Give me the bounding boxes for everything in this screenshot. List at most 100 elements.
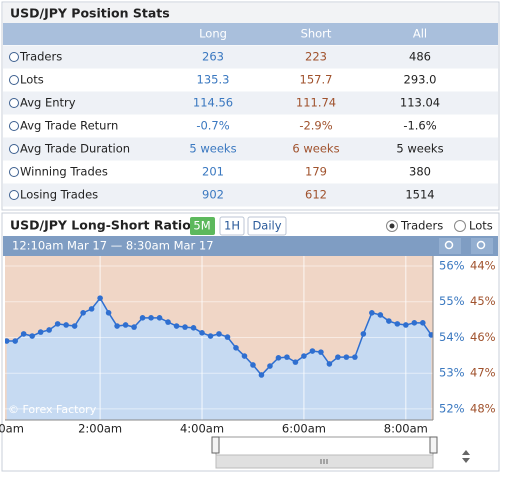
cell: 179 [305,165,327,179]
row-label: Avg Trade Return [20,119,118,133]
row-bg [3,183,498,207]
zoom-out[interactable] [471,238,493,254]
point [377,312,384,318]
point [420,320,426,326]
range-label: 12:10am Mar 17 — 8:30am Mar 17 [12,239,214,253]
point [29,333,35,339]
point [148,315,154,321]
interval-label[interactable]: Daily [252,219,281,233]
point [360,331,367,337]
point [131,324,137,330]
point [5,338,10,344]
scroll-arrows[interactable] [462,450,470,463]
y2-tick-label: 46% [470,330,496,344]
point [284,354,290,360]
cell: 135.3 [197,73,230,87]
point [122,322,129,328]
interval-label[interactable]: 5M [193,219,210,233]
point [207,333,214,339]
navigator-handle[interactable] [211,436,220,454]
x-tick-label: 8:00am [384,422,428,436]
cell: 113.04 [400,96,440,110]
point [233,345,239,351]
watermark: © Forex Factory [8,403,97,416]
cell: 114.56 [193,96,233,110]
column-header [3,23,498,45]
cell: 612 [305,188,327,202]
y2-tick-label: 45% [470,294,496,308]
cell: 380 [409,165,431,179]
point [20,331,27,337]
point [88,306,95,312]
interval-button[interactable] [190,217,215,235]
interval-button[interactable] [247,216,287,236]
row-bg [3,114,498,138]
point [156,315,163,321]
info-icon [9,167,19,177]
point [224,334,231,340]
cell: 1514 [405,188,434,202]
interval-label[interactable]: 1H [224,219,240,233]
cell: 157.7 [300,73,333,87]
option-label[interactable]: Lots [469,219,493,233]
cell: 293.0 [404,73,437,87]
interval-button[interactable] [219,216,245,236]
point [309,348,316,354]
point [97,295,103,301]
info-icon [9,52,19,62]
point [335,354,341,360]
y-tick-label: 52% [439,401,465,415]
option-label[interactable]: Traders [400,219,443,233]
x-tick-label: 4:00am [180,422,224,436]
point [71,323,78,329]
chart-title: USD/JPY Long-Short Ratio [10,218,191,233]
radio-dot [389,223,395,229]
stats-table: Long Short All Traders 263 223 486 Lots 135.3 157… [3,27,498,207]
zoom-icon [444,240,454,250]
point [46,327,52,333]
point [105,310,112,316]
cell: -1.6% [403,119,436,133]
point [343,354,350,360]
point [37,329,44,335]
x-axis: 12:00am 2:00am 4:00am 6:00am 8:00am [0,422,428,436]
point [54,321,61,327]
y2-tick-label: 48% [470,401,496,415]
cell: 111.74 [296,96,336,110]
point [386,318,392,324]
point [394,321,401,327]
cell: 486 [409,50,431,64]
radio[interactable] [454,220,466,232]
point [165,319,171,325]
row-bg [3,91,498,115]
column-label: Short [301,27,332,41]
zoom-in[interactable] [439,238,461,254]
point [428,332,433,338]
point [182,324,188,330]
zoom-icon [476,240,486,250]
point [63,322,69,328]
cell: 5 weeks [396,142,443,156]
point [301,353,307,359]
scrollbar-grip [320,459,328,464]
point [258,372,265,378]
navigator-handle[interactable] [429,436,438,454]
stats-title: USD/JPY Position Stats [10,6,170,21]
point [250,362,256,368]
point [216,331,222,337]
row-bg [3,160,498,184]
x-tick-label: 6:00am [282,422,326,436]
point [318,349,324,355]
point [114,323,120,329]
row-label: Losing Trades [20,188,98,202]
info-icon [9,98,19,108]
cell: 902 [202,188,224,202]
point [241,353,248,359]
column-label: All [413,27,427,41]
info-icon [9,144,19,154]
point [139,315,146,321]
point [190,325,197,331]
row-bg [3,45,498,69]
